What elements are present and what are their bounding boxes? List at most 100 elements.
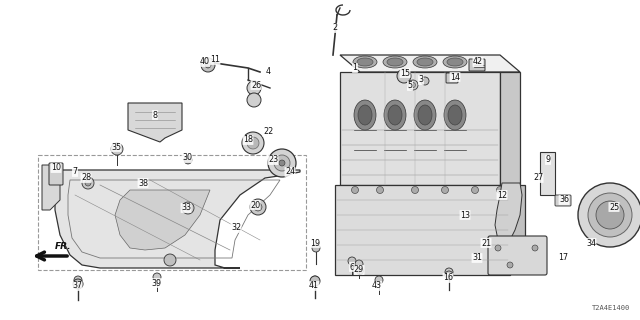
Text: 38: 38 <box>138 179 148 188</box>
Text: 2: 2 <box>332 23 337 33</box>
Polygon shape <box>115 190 210 250</box>
Circle shape <box>182 202 194 214</box>
Text: 4: 4 <box>266 68 271 76</box>
Circle shape <box>164 254 176 266</box>
Text: 23: 23 <box>268 156 278 164</box>
Circle shape <box>74 276 82 284</box>
Text: 35: 35 <box>111 142 121 151</box>
Circle shape <box>412 187 419 194</box>
Text: 16: 16 <box>443 274 453 283</box>
Ellipse shape <box>357 58 373 66</box>
Circle shape <box>588 193 632 237</box>
Polygon shape <box>495 183 522 245</box>
Text: 24: 24 <box>285 167 295 177</box>
Circle shape <box>153 273 161 281</box>
Circle shape <box>73 279 83 289</box>
FancyBboxPatch shape <box>469 59 485 71</box>
Text: 14: 14 <box>450 73 460 82</box>
Polygon shape <box>340 55 520 72</box>
Circle shape <box>445 268 453 276</box>
Polygon shape <box>335 185 510 275</box>
Text: 11: 11 <box>210 55 220 65</box>
Text: FR.: FR. <box>55 242 72 251</box>
Circle shape <box>375 276 383 284</box>
Circle shape <box>268 149 296 177</box>
Text: 34: 34 <box>586 238 596 247</box>
Circle shape <box>85 180 91 186</box>
Text: 17: 17 <box>558 253 568 262</box>
Circle shape <box>274 155 290 171</box>
Ellipse shape <box>448 105 462 125</box>
Ellipse shape <box>447 58 463 66</box>
Text: 28: 28 <box>81 173 91 182</box>
Text: 12: 12 <box>497 190 507 199</box>
Circle shape <box>82 177 94 189</box>
Polygon shape <box>42 165 60 210</box>
Circle shape <box>596 201 624 229</box>
Circle shape <box>311 276 319 284</box>
Ellipse shape <box>414 100 436 130</box>
FancyBboxPatch shape <box>446 73 458 83</box>
Circle shape <box>355 260 363 268</box>
Circle shape <box>472 187 479 194</box>
Text: 22: 22 <box>263 127 273 137</box>
Circle shape <box>111 143 123 155</box>
Text: 33: 33 <box>181 204 191 212</box>
Text: 13: 13 <box>460 211 470 220</box>
Text: 43: 43 <box>372 282 382 291</box>
Polygon shape <box>340 72 500 185</box>
Circle shape <box>247 93 261 107</box>
Circle shape <box>242 132 264 154</box>
Circle shape <box>279 160 285 166</box>
Circle shape <box>247 137 259 149</box>
Circle shape <box>532 245 538 251</box>
Circle shape <box>310 276 320 286</box>
Text: 9: 9 <box>545 156 550 164</box>
Text: 15: 15 <box>400 68 410 77</box>
Circle shape <box>186 205 191 211</box>
Text: T2A4E1400: T2A4E1400 <box>592 305 630 311</box>
Polygon shape <box>540 152 555 195</box>
Text: 1: 1 <box>353 63 358 73</box>
Text: 19: 19 <box>310 238 320 247</box>
FancyBboxPatch shape <box>555 195 571 206</box>
Text: 39: 39 <box>151 278 161 287</box>
Text: 36: 36 <box>559 196 569 204</box>
Circle shape <box>351 187 358 194</box>
Ellipse shape <box>417 58 433 66</box>
Circle shape <box>205 62 211 68</box>
Circle shape <box>445 271 453 279</box>
Ellipse shape <box>418 105 432 125</box>
Ellipse shape <box>388 105 402 125</box>
Text: 37: 37 <box>72 282 82 291</box>
Circle shape <box>497 187 504 194</box>
Circle shape <box>201 58 215 72</box>
Ellipse shape <box>383 56 407 68</box>
Text: 5: 5 <box>408 82 413 91</box>
Circle shape <box>254 203 262 211</box>
Ellipse shape <box>353 56 377 68</box>
FancyBboxPatch shape <box>488 236 547 275</box>
Text: 6: 6 <box>349 262 355 271</box>
Text: 41: 41 <box>309 282 319 291</box>
Text: 25: 25 <box>609 203 619 212</box>
Circle shape <box>250 199 266 215</box>
Text: 18: 18 <box>243 135 253 145</box>
Text: 10: 10 <box>51 164 61 172</box>
Text: 32: 32 <box>231 223 241 233</box>
Text: 7: 7 <box>72 167 77 177</box>
Ellipse shape <box>384 100 406 130</box>
Text: 21: 21 <box>481 238 491 247</box>
Circle shape <box>442 187 449 194</box>
Circle shape <box>348 257 356 265</box>
Ellipse shape <box>387 58 403 66</box>
Text: 40: 40 <box>200 58 210 67</box>
Ellipse shape <box>443 56 467 68</box>
Polygon shape <box>128 103 182 142</box>
Text: 20: 20 <box>250 201 260 210</box>
Text: 27: 27 <box>533 173 543 182</box>
Circle shape <box>247 81 261 95</box>
Ellipse shape <box>354 100 376 130</box>
Circle shape <box>397 69 411 83</box>
Circle shape <box>495 245 501 251</box>
